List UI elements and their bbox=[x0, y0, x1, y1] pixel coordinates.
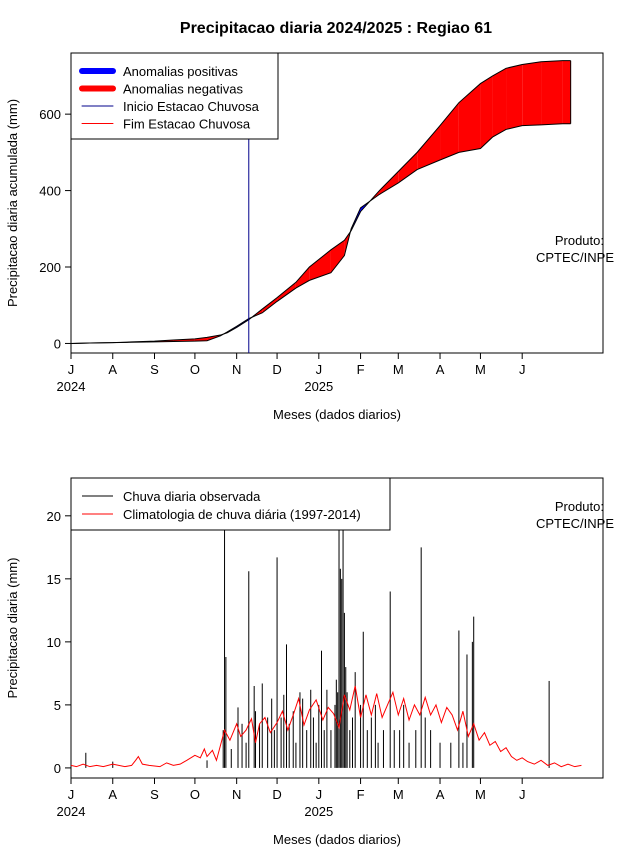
chart-2-xtick-label: S bbox=[150, 787, 159, 802]
chart-1-xtick-label: F bbox=[357, 362, 365, 377]
anomaly-fill bbox=[458, 83, 481, 153]
chart-2-xlabel: Meses (dados diarios) bbox=[273, 832, 401, 847]
chart-1-xtick-label: S bbox=[150, 362, 159, 377]
chart-1-year-label: 2024 bbox=[57, 379, 86, 394]
chart-1-xlabel: Meses (dados diarios) bbox=[273, 407, 401, 422]
chart-2-xtick-label: J bbox=[316, 787, 323, 802]
chart-1-title: Precipitacao diaria 2024/2025 : Regiao 6… bbox=[180, 20, 492, 37]
chart-1-xtick-label: A bbox=[108, 362, 117, 377]
chart-1-legend-label: Anomalias positivas bbox=[123, 64, 238, 79]
chart-1-xtick-label: J bbox=[519, 362, 526, 377]
chart-1-xtick-label: M bbox=[393, 362, 404, 377]
chart-2-xtick-label: D bbox=[272, 787, 281, 802]
chart-1-legend-label: Inicio Estacao Chuvosa bbox=[123, 99, 260, 114]
chart-2-ytick-label: 5 bbox=[54, 698, 61, 713]
anomaly-fill bbox=[562, 60, 571, 124]
chart-2-xtick-label: J bbox=[519, 787, 526, 802]
chart-2-legend-label: Chuva diaria observada bbox=[123, 489, 261, 504]
chart-2-annotation-line-2: CPTEC/INPE bbox=[536, 516, 614, 531]
chart-1-ytick-label: 600 bbox=[39, 107, 61, 122]
anomaly-fill bbox=[541, 60, 563, 125]
chart-1-year-label: 2025 bbox=[304, 379, 333, 394]
anomaly-fill bbox=[522, 61, 542, 126]
chart-1-ytick-label: 200 bbox=[39, 260, 61, 275]
chart-1-xtick-label: D bbox=[272, 362, 281, 377]
anomaly-fill bbox=[194, 337, 208, 342]
anomaly-fill bbox=[295, 267, 310, 289]
chart-2-xtick-label: J bbox=[68, 787, 75, 802]
chart-2-ytick-label: 0 bbox=[54, 761, 61, 776]
climatology-daily-line bbox=[70, 685, 582, 768]
chart-1-legend-box bbox=[70, 52, 279, 140]
chart-1-xtick-label: N bbox=[232, 362, 241, 377]
anomaly-fill bbox=[492, 68, 507, 138]
chart-1-xtick-label: M bbox=[475, 362, 486, 377]
chart-2-xtick-label: M bbox=[475, 787, 486, 802]
chart-1-plot-frame bbox=[70, 52, 604, 354]
chart-2-xtick-label: O bbox=[190, 787, 200, 802]
chart-2-legend-label: Climatologia de chuva diária (1997-2014) bbox=[123, 507, 361, 522]
anomaly-fill bbox=[398, 152, 418, 183]
chart-1-annotation-line-1: Produto: bbox=[555, 233, 604, 248]
observed-accumulated-line bbox=[70, 123, 571, 344]
chart-1-annotation-line-2: CPTEC/INPE bbox=[536, 250, 614, 265]
anomaly-fill bbox=[506, 64, 523, 130]
anomaly-fill bbox=[262, 297, 278, 313]
chart-2-xtick-label: A bbox=[108, 787, 117, 802]
chart-1-xtick-label: J bbox=[68, 362, 75, 377]
chart-1-legend-label: Anomalias negativas bbox=[123, 82, 243, 97]
chart-1-xtick-label: J bbox=[316, 362, 323, 377]
chart-1-xtick-label: O bbox=[190, 362, 200, 377]
chart-2-ytick-label: 15 bbox=[47, 572, 61, 587]
climatology-accumulated-line bbox=[70, 60, 571, 344]
chart-2-xtick-label: M bbox=[393, 787, 404, 802]
chart-1-legend-label: Fim Estacao Chuvosa bbox=[123, 117, 251, 132]
anomaly-fill bbox=[309, 249, 331, 281]
anomaly-fill bbox=[480, 75, 493, 149]
chart-2-ytick-label: 20 bbox=[47, 509, 61, 524]
chart-2-year-label: 2024 bbox=[57, 804, 86, 819]
anomaly-fill bbox=[379, 171, 399, 195]
chart-1-ylabel: Precipitacao diaria acumulada (mm) bbox=[5, 99, 20, 307]
chart-2-legend-box bbox=[70, 477, 391, 531]
chart-2-xtick-label: N bbox=[232, 787, 241, 802]
anomaly-fill bbox=[330, 240, 345, 273]
chart-1-ytick-label: 0 bbox=[54, 336, 61, 351]
chart-1-ytick-label: 400 bbox=[39, 184, 61, 199]
chart-1-xtick-label: A bbox=[436, 362, 445, 377]
chart-2-year-label: 2025 bbox=[304, 804, 333, 819]
chart-2-ylabel: Precipitacao diaria (mm) bbox=[5, 558, 20, 699]
anomaly-fill bbox=[417, 125, 441, 170]
chart-2-ytick-label: 10 bbox=[47, 635, 61, 650]
chart-2-xtick-label: F bbox=[357, 787, 365, 802]
anomaly-fill bbox=[277, 282, 296, 302]
chart-2-annotation-line-1: Produto: bbox=[555, 499, 604, 514]
anomaly-fill bbox=[440, 102, 459, 161]
chart-2-xtick-label: A bbox=[436, 787, 445, 802]
